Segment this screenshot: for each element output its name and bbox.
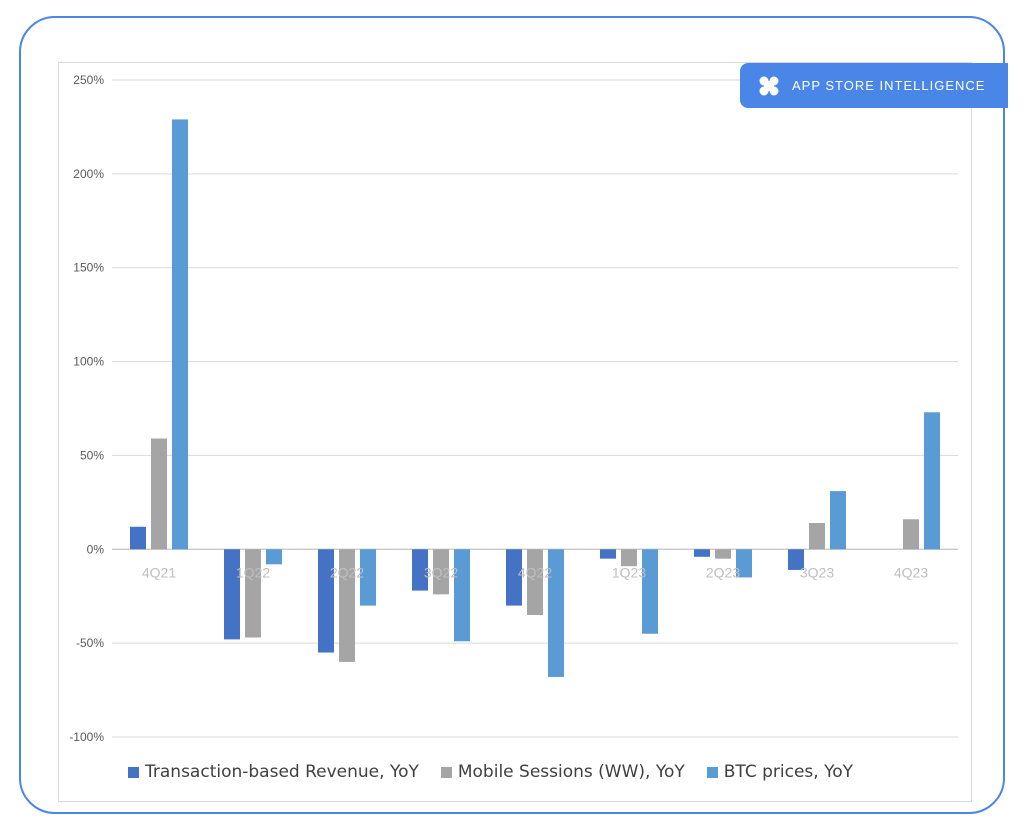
bar: [548, 549, 564, 677]
x-tick-label: 1Q23: [612, 564, 646, 580]
bar: [339, 549, 355, 662]
chart-area: [58, 62, 972, 802]
y-tick-label: 150%: [73, 261, 104, 275]
bar: [809, 523, 825, 550]
bar: [736, 549, 752, 578]
x-tick-label: 3Q23: [800, 564, 834, 580]
y-tick-label: -100%: [69, 730, 104, 744]
bar: [830, 491, 846, 550]
bar: [433, 549, 449, 595]
x-tick-label: 4Q22: [518, 564, 552, 580]
bar: [527, 549, 543, 615]
x-tick-label: 3Q22: [424, 564, 458, 580]
bar: [151, 438, 167, 550]
clover-icon: [759, 76, 779, 95]
legend-item-btc: BTC prices, YoY: [706, 762, 853, 782]
bar: [412, 549, 428, 591]
bar: [506, 549, 522, 606]
bar: [924, 412, 940, 550]
bar: [172, 119, 188, 550]
x-tick-label: 2Q23: [706, 564, 740, 580]
y-tick-label: 200%: [73, 167, 104, 181]
x-tick-label: 1Q22: [236, 564, 270, 580]
bar: [694, 549, 710, 557]
legend-label-btc: BTC prices, YoY: [723, 762, 853, 782]
bar: [318, 549, 334, 653]
bar: [245, 549, 261, 638]
x-tick-label: 4Q21: [142, 564, 176, 580]
bar: [360, 549, 376, 606]
bar: [130, 526, 146, 550]
bar: [621, 549, 637, 567]
y-tick-label: 250%: [73, 73, 104, 87]
y-tick-label: 0%: [87, 542, 105, 556]
bar: [266, 549, 282, 565]
bar: [454, 549, 470, 642]
bar: [715, 549, 731, 559]
y-tick-label: 50%: [80, 448, 104, 462]
bar: [600, 549, 616, 559]
y-tick-label: -50%: [76, 636, 104, 650]
legend-item-sessions: Mobile Sessions (WW), YoY: [440, 762, 685, 782]
bar: [788, 549, 804, 570]
bar: [642, 549, 658, 634]
badge-label: APP STORE INTELLIGENCE: [792, 78, 986, 93]
bar: [224, 549, 240, 640]
legend-swatch-sessions: [440, 766, 452, 778]
x-tick-label: 2Q22: [330, 564, 364, 580]
y-tick-label: 100%: [73, 355, 104, 369]
app-store-intelligence-badge: APP STORE INTELLIGENCE: [740, 63, 1008, 108]
legend-swatch-revenue: [128, 766, 139, 778]
x-tick-label: 4Q23: [894, 564, 928, 580]
legend-label-sessions: Mobile Sessions (WW), YoY: [457, 762, 685, 782]
chart-legend: Transaction-based Revenue, YoY Mobile Se…: [128, 762, 875, 782]
legend-item-revenue: Transaction-based Revenue, YoY: [128, 762, 419, 782]
bar: [903, 519, 919, 550]
legend-label-revenue: Transaction-based Revenue, YoY: [145, 762, 419, 782]
legend-swatch-btc: [706, 766, 718, 778]
